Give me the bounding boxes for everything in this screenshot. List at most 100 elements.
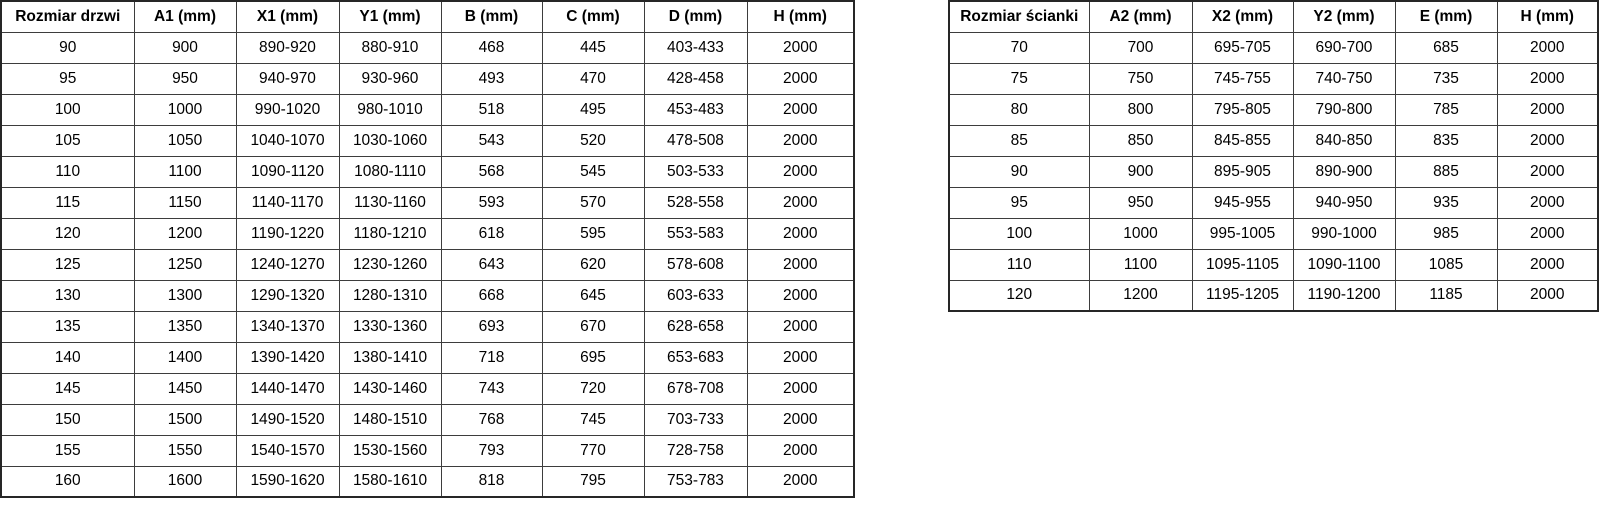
table-row: 90 900 895-905 890-900 885 2000 xyxy=(948,155,1599,188)
table-cell: 728-758 xyxy=(643,434,748,467)
table-cell: 950 xyxy=(1088,186,1193,219)
table-cell: 2000 xyxy=(746,155,855,188)
table-cell: 595 xyxy=(541,217,645,250)
table-cell: 980-1010 xyxy=(338,93,442,126)
table-cell: 503-533 xyxy=(643,155,748,188)
table-cell: 1200 xyxy=(133,217,237,250)
table-cell: 785 xyxy=(1394,93,1498,126)
table-row: 135 1350 1340-1370 1330-1360 693 670 628-658 20… xyxy=(0,310,855,343)
table-cell: 1085 xyxy=(1394,248,1498,281)
table-cell: 800 xyxy=(1088,93,1193,126)
table-cell: 1590-1620 xyxy=(235,465,340,498)
table-cell: 695-705 xyxy=(1191,31,1294,64)
table-row: 95 950 940-970 930-960 493 470 428-458 2000 xyxy=(0,62,855,95)
table-cell: 1500 xyxy=(133,403,237,436)
table-cell: 2000 xyxy=(1496,248,1599,281)
table-cell: 140 xyxy=(0,341,135,374)
table-cell: 743 xyxy=(440,372,543,405)
table-cell: 518 xyxy=(440,93,543,126)
table-cell: 470 xyxy=(541,62,645,95)
table-cell: 1080-1110 xyxy=(338,155,442,188)
table-cell: 1250 xyxy=(133,248,237,281)
table-cell: 110 xyxy=(0,155,135,188)
table-cell: 468 xyxy=(440,31,543,64)
table-cell: 130 xyxy=(0,279,135,312)
table-cell: 670 xyxy=(541,310,645,343)
table-cell: 1000 xyxy=(1088,217,1193,250)
table-cell: 1450 xyxy=(133,372,237,405)
table-row: 100 1000 990-1020 980-1010 518 495 453-483 2000 xyxy=(0,93,855,126)
table-cell: 753-783 xyxy=(643,465,748,498)
table-cell: 745 xyxy=(541,403,645,436)
column-header: A2 (mm) xyxy=(1088,0,1193,33)
table-cell: 85 xyxy=(948,124,1090,157)
table-cell: 1400 xyxy=(133,341,237,374)
table-cell: 95 xyxy=(948,186,1090,219)
table-cell: 1480-1510 xyxy=(338,403,442,436)
table-cell: 768 xyxy=(440,403,543,436)
column-header: Rozmiar drzwi xyxy=(0,0,135,33)
table-cell: 1600 xyxy=(133,465,237,498)
table-cell: 935 xyxy=(1394,186,1498,219)
table-row: 120 1200 1195-1205 1190-1200 1185 2000 xyxy=(948,279,1599,312)
table-cell: 685 xyxy=(1394,31,1498,64)
table-cell: 1190-1220 xyxy=(235,217,340,250)
table-cell: 900 xyxy=(1088,155,1193,188)
table-row: 145 1450 1440-1470 1430-1460 743 720 678-708 20… xyxy=(0,372,855,405)
table-cell: 100 xyxy=(948,217,1090,250)
table-cell: 645 xyxy=(541,279,645,312)
table-cell: 100 xyxy=(0,93,135,126)
table-cell: 950 xyxy=(133,62,237,95)
table-row: 100 1000 995-1005 990-1000 985 2000 xyxy=(948,217,1599,250)
table-cell: 2000 xyxy=(1496,62,1599,95)
table-cell: 2000 xyxy=(746,62,855,95)
table-cell: 1095-1105 xyxy=(1191,248,1294,281)
table-cell: 570 xyxy=(541,186,645,219)
table-cell: 528-558 xyxy=(643,186,748,219)
table-cell: 1195-1205 xyxy=(1191,279,1294,312)
table-cell: 690-700 xyxy=(1292,31,1396,64)
wall-panel-size-table: Rozmiar ścianki A2 (mm) X2 (mm) Y2 (mm) E (m… xyxy=(948,0,1599,312)
table-cell: 840-850 xyxy=(1292,124,1396,157)
table-cell: 1200 xyxy=(1088,279,1193,312)
table-cell: 1150 xyxy=(133,186,237,219)
column-header: H (mm) xyxy=(1496,0,1599,33)
table-cell: 155 xyxy=(0,434,135,467)
table-cell: 105 xyxy=(0,124,135,157)
table-row: 130 1300 1290-1320 1280-1310 668 645 603-633 20… xyxy=(0,279,855,312)
table-cell: 735 xyxy=(1394,62,1498,95)
table-cell: 890-900 xyxy=(1292,155,1396,188)
table-cell: 1050 xyxy=(133,124,237,157)
table-cell: 80 xyxy=(948,93,1090,126)
table-cell: 2000 xyxy=(746,217,855,250)
table-row: 105 1050 1040-1070 1030-1060 543 520 478-508 20… xyxy=(0,124,855,157)
table-cell: 668 xyxy=(440,279,543,312)
table-row: 75 750 745-755 740-750 735 2000 xyxy=(948,62,1599,95)
table-cell: 2000 xyxy=(746,186,855,219)
table-cell: 740-750 xyxy=(1292,62,1396,95)
table-cell: 2000 xyxy=(746,434,855,467)
table-cell: 718 xyxy=(440,341,543,374)
table-cell: 553-583 xyxy=(643,217,748,250)
table-cell: 1280-1310 xyxy=(338,279,442,312)
table-cell: 1290-1320 xyxy=(235,279,340,312)
table-row: 80 800 795-805 790-800 785 2000 xyxy=(948,93,1599,126)
column-header: Y1 (mm) xyxy=(338,0,442,33)
table-cell: 1330-1360 xyxy=(338,310,442,343)
table-cell: 2000 xyxy=(1496,186,1599,219)
table-cell: 2000 xyxy=(746,372,855,405)
table-cell: 940-970 xyxy=(235,62,340,95)
column-header: X1 (mm) xyxy=(235,0,340,33)
table-cell: 1130-1160 xyxy=(338,186,442,219)
table-cell: 90 xyxy=(948,155,1090,188)
table-cell: 568 xyxy=(440,155,543,188)
table-cell: 653-683 xyxy=(643,341,748,374)
table-cell: 1580-1610 xyxy=(338,465,442,498)
table-cell: 818 xyxy=(440,465,543,498)
column-header: A1 (mm) xyxy=(133,0,237,33)
table-cell: 1140-1170 xyxy=(235,186,340,219)
table-cell: 135 xyxy=(0,310,135,343)
table-cell: 1380-1410 xyxy=(338,341,442,374)
table-cell: 603-633 xyxy=(643,279,748,312)
